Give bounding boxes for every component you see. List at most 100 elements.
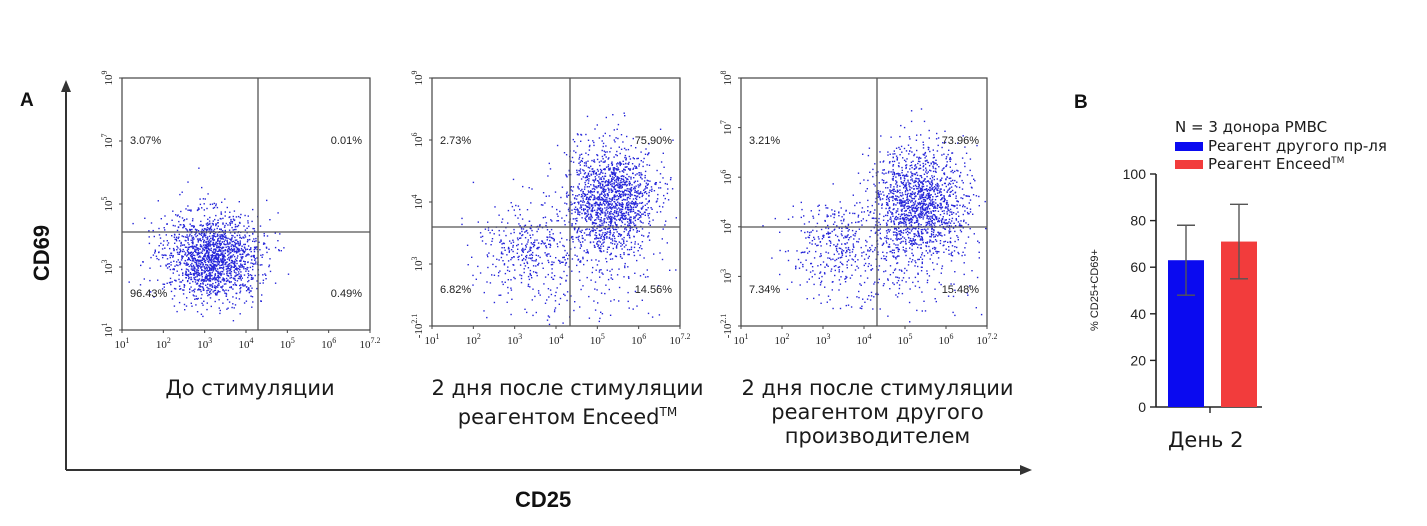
event-dot — [240, 247, 243, 250]
event-dot — [187, 246, 189, 249]
event-dot — [570, 204, 572, 206]
event-dot — [192, 258, 194, 260]
event-dot — [194, 281, 197, 283]
event-dot — [238, 298, 241, 300]
event-dot — [182, 248, 184, 251]
event-dot — [194, 250, 197, 252]
event-dot — [215, 250, 217, 252]
event-dot — [149, 267, 151, 269]
event-dot — [524, 259, 527, 261]
event-dot — [602, 145, 604, 148]
event-dot — [888, 209, 891, 212]
event-dot — [264, 243, 266, 245]
event-dot — [510, 232, 512, 235]
event-dot — [507, 292, 509, 294]
event-dot — [905, 281, 907, 283]
event-dot — [589, 232, 591, 234]
event-dot — [647, 236, 649, 238]
event-dot — [895, 173, 898, 175]
event-dot — [634, 187, 637, 189]
event-dot — [230, 281, 232, 283]
event-dot — [236, 225, 239, 228]
event-dot — [241, 249, 243, 251]
event-dot — [910, 214, 913, 216]
event-dot — [613, 156, 615, 158]
event-dot — [918, 258, 920, 261]
event-dot — [648, 212, 651, 215]
event-dot — [220, 267, 223, 269]
event-dot — [590, 196, 592, 198]
event-dot — [221, 286, 223, 288]
event-dot — [598, 176, 600, 178]
event-dot — [933, 219, 936, 221]
event-dot — [921, 195, 923, 198]
event-dot — [910, 179, 912, 181]
event-dot — [967, 236, 970, 238]
flow-plot-dots — [461, 112, 677, 326]
event-dot — [213, 206, 216, 209]
event-dot — [214, 278, 217, 280]
event-dot — [585, 219, 587, 221]
event-dot — [249, 249, 251, 251]
event-dot — [901, 192, 903, 194]
event-dot — [929, 251, 931, 253]
event-dot — [601, 196, 603, 199]
event-dot — [595, 235, 598, 237]
event-dot — [507, 260, 510, 262]
event-dot — [507, 209, 510, 212]
event-dot — [229, 242, 231, 245]
event-dot — [236, 251, 238, 253]
event-dot — [601, 234, 603, 236]
event-dot — [258, 241, 260, 243]
event-dot — [928, 147, 930, 149]
event-dot — [881, 179, 883, 181]
event-dot — [525, 255, 527, 258]
event-dot — [619, 162, 622, 164]
event-dot — [635, 195, 637, 197]
event-dot — [548, 195, 550, 197]
event-dot — [895, 180, 897, 182]
event-dot — [256, 246, 258, 248]
event-dot — [205, 264, 207, 266]
event-dot — [566, 239, 568, 241]
event-dot — [580, 205, 582, 207]
event-dot — [206, 241, 208, 243]
event-dot — [204, 254, 206, 256]
event-dot — [623, 246, 626, 248]
event-dot — [634, 203, 636, 205]
event-dot — [635, 201, 637, 204]
event-dot — [193, 238, 195, 240]
event-dot — [609, 207, 612, 209]
event-dot — [212, 251, 215, 253]
event-dot — [891, 212, 893, 214]
event-dot — [572, 161, 575, 163]
event-dot — [629, 193, 632, 195]
event-dot — [895, 183, 897, 185]
event-dot — [581, 195, 584, 197]
event-dot — [161, 248, 164, 250]
event-dot — [630, 206, 632, 208]
event-dot — [937, 137, 940, 139]
event-dot — [593, 187, 595, 190]
event-dot — [204, 247, 207, 249]
event-dot — [222, 230, 224, 232]
event-dot — [182, 279, 184, 282]
event-dot — [261, 294, 263, 296]
event-dot — [620, 205, 622, 207]
event-dot — [230, 251, 232, 254]
event-dot — [575, 209, 577, 211]
event-dot — [928, 193, 930, 196]
event-dot — [196, 268, 198, 271]
event-dot — [886, 196, 888, 198]
event-dot — [614, 240, 616, 242]
event-dot — [534, 239, 536, 241]
event-dot — [571, 203, 573, 205]
event-dot — [185, 274, 188, 276]
event-dot — [238, 244, 240, 247]
event-dot — [232, 296, 234, 298]
event-dot — [206, 302, 208, 304]
event-dot — [946, 203, 948, 206]
event-dot — [941, 197, 944, 199]
event-dot — [599, 276, 601, 278]
